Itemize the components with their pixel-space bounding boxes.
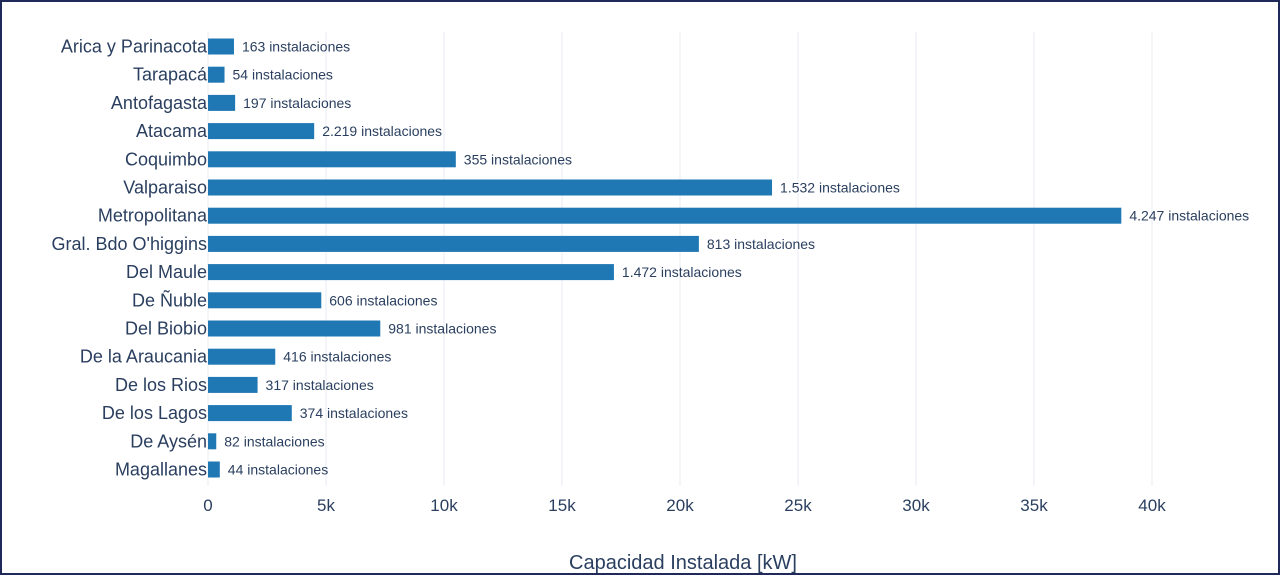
category-label: Metropolitana xyxy=(98,206,208,226)
bar xyxy=(208,405,292,422)
bar xyxy=(208,348,276,365)
category-label: Del Maule xyxy=(126,262,207,282)
data-label: 1.532 instalaciones xyxy=(780,180,900,196)
category-label: Magallanes xyxy=(115,460,207,480)
data-label: 2.219 instalaciones xyxy=(322,123,442,139)
data-label: 163 instalaciones xyxy=(242,39,350,55)
x-axis-title: Capacidad Instalada [kW] xyxy=(569,552,797,574)
bar xyxy=(208,264,614,281)
x-tick-label: 30k xyxy=(902,496,930,515)
category-label: De los Rios xyxy=(115,375,207,395)
category-label: De los Lagos xyxy=(102,403,207,423)
category-label: Atacama xyxy=(136,121,208,141)
data-label: 4.247 instalaciones xyxy=(1129,208,1249,224)
data-label: 317 instalaciones xyxy=(266,377,374,393)
bar xyxy=(208,94,236,111)
category-label: Gral. Bdo O'higgins xyxy=(51,234,207,254)
data-label: 197 instalaciones xyxy=(243,95,351,111)
x-tick-label: 40k xyxy=(1138,496,1166,515)
bar xyxy=(208,38,234,55)
bar xyxy=(208,123,315,140)
x-tick-label: 25k xyxy=(784,496,812,515)
bar-layer xyxy=(208,38,1122,478)
data-label: 1.472 instalaciones xyxy=(622,264,742,280)
grid-layer xyxy=(207,32,1153,486)
tick-layer: 0 5k 10k 15k 20k 25k 30k 35k 40k xyxy=(203,496,1166,515)
category-label: De la Araucania xyxy=(80,347,208,367)
bar xyxy=(208,376,258,393)
x-tick-label: 0 xyxy=(203,496,212,515)
category-label: Coquimbo xyxy=(125,149,207,169)
bar xyxy=(208,320,381,337)
x-tick-label: 5k xyxy=(317,496,335,515)
category-label: Tarapacá xyxy=(133,65,208,85)
data-label: 44 instalaciones xyxy=(228,462,328,478)
category-label: De Aysén xyxy=(130,431,207,451)
data-label: 355 instalaciones xyxy=(464,151,572,167)
category-label: Del Biobio xyxy=(125,319,207,339)
label-layer: Arica y Parinacota 163 instalaciones Tarap… xyxy=(51,37,1249,480)
bar xyxy=(208,292,322,309)
data-label: 813 instalaciones xyxy=(707,236,815,252)
category-label: De Ñuble xyxy=(132,289,207,310)
data-label: 416 instalaciones xyxy=(283,349,391,365)
bar xyxy=(208,433,217,450)
data-label: 981 instalaciones xyxy=(388,321,496,337)
bar xyxy=(208,461,220,478)
category-label: Valparaiso xyxy=(123,178,207,198)
data-label: 606 instalaciones xyxy=(329,292,437,308)
category-label: Arica y Parinacota xyxy=(61,37,208,57)
data-label: 82 instalaciones xyxy=(224,433,324,449)
data-label: 374 instalaciones xyxy=(300,405,408,421)
bar xyxy=(208,207,1122,224)
bar xyxy=(208,151,456,168)
x-tick-label: 15k xyxy=(548,496,576,515)
x-tick-label: 35k xyxy=(1020,496,1048,515)
data-label: 54 instalaciones xyxy=(233,67,333,83)
category-label: Antofagasta xyxy=(111,93,208,113)
bar xyxy=(208,235,699,252)
x-tick-label: 10k xyxy=(430,496,458,515)
bar xyxy=(208,179,773,196)
bar xyxy=(208,66,225,83)
x-tick-label: 20k xyxy=(666,496,694,515)
